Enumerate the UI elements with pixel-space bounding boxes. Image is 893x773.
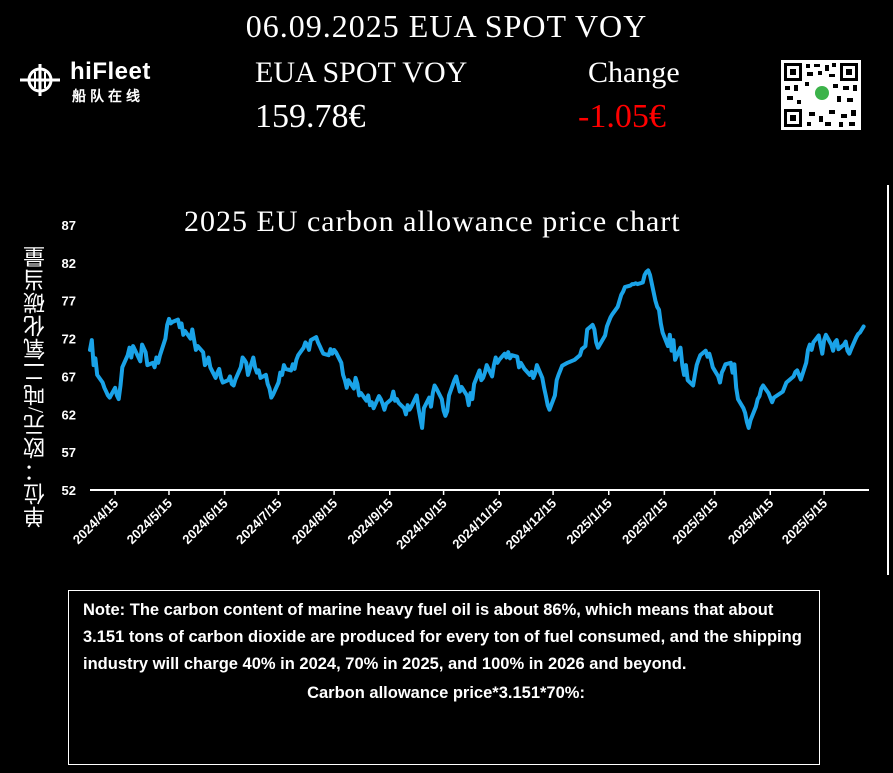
x-tick-label-7: 2024/11/15	[449, 496, 505, 552]
note-text: Note: The carbon content of marine heavy…	[83, 601, 802, 673]
x-tick-label-6: 2024/10/15	[393, 496, 450, 553]
x-tick-label-2: 2024/6/15	[179, 496, 231, 548]
x-tick-label-5: 2024/9/15	[344, 496, 396, 548]
y-tick-label-4: 72	[62, 332, 76, 347]
change-value: -1.05€	[578, 98, 666, 135]
y-tick-label-5: 77	[62, 294, 76, 309]
y-tick-label-1: 57	[62, 445, 76, 460]
x-tick-label-13: 2025/5/15	[779, 496, 831, 548]
page-title: 06.09.2025 EUA SPOT VOY	[245, 8, 648, 44]
brand-name-cn: 船队在线	[72, 88, 144, 104]
x-tick-label-10: 2025/2/15	[619, 496, 671, 548]
price-chart: 52 57 62 67 72 77 82 87 2024/4/15 2024/5/15 2024/6…	[62, 218, 869, 553]
qr-code-icon	[781, 60, 861, 130]
change-label: Change	[588, 56, 680, 89]
y-tick-label-2: 62	[62, 407, 76, 422]
pair-label: EUA SPOT VOY	[255, 56, 468, 89]
note-box: Note: The carbon content of marine heavy…	[68, 590, 820, 765]
y-tick-label-3: 67	[62, 369, 76, 384]
x-tick-label-3: 2024/7/15	[233, 496, 285, 548]
note-caption: Carbon allowance price*3.151*70%:	[307, 684, 585, 702]
x-tick-label-9: 2025/1/15	[563, 496, 615, 548]
chart-title: 2025 EU carbon allowance price chart	[184, 205, 681, 238]
series-line	[88, 268, 866, 430]
y-tick-label-6: 82	[62, 256, 76, 271]
x-tick-label-1: 2024/5/15	[124, 496, 176, 548]
price-value: 159.78€	[255, 98, 366, 135]
y-tick-label-7: 87	[62, 218, 76, 233]
globe-cross-icon	[20, 64, 60, 96]
x-tick-label-12: 2025/4/15	[725, 496, 777, 548]
hifleet-logo: hiFleet 船队在线	[18, 58, 168, 104]
x-tick-label-0: 2024/4/15	[70, 496, 122, 548]
x-tick-label-4: 2024/8/15	[289, 496, 341, 548]
y-tick-label-0: 52	[62, 483, 76, 498]
brand-name: hiFleet	[70, 58, 151, 85]
x-tick-label-8: 2024/12/15	[503, 496, 560, 553]
chart-frame-edge	[887, 185, 889, 575]
x-tick-label-11: 2025/3/15	[669, 496, 721, 548]
